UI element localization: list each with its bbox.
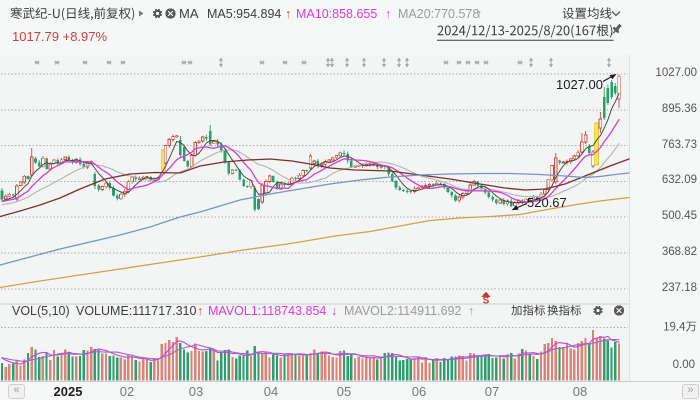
svg-text:S: S (483, 296, 490, 307)
